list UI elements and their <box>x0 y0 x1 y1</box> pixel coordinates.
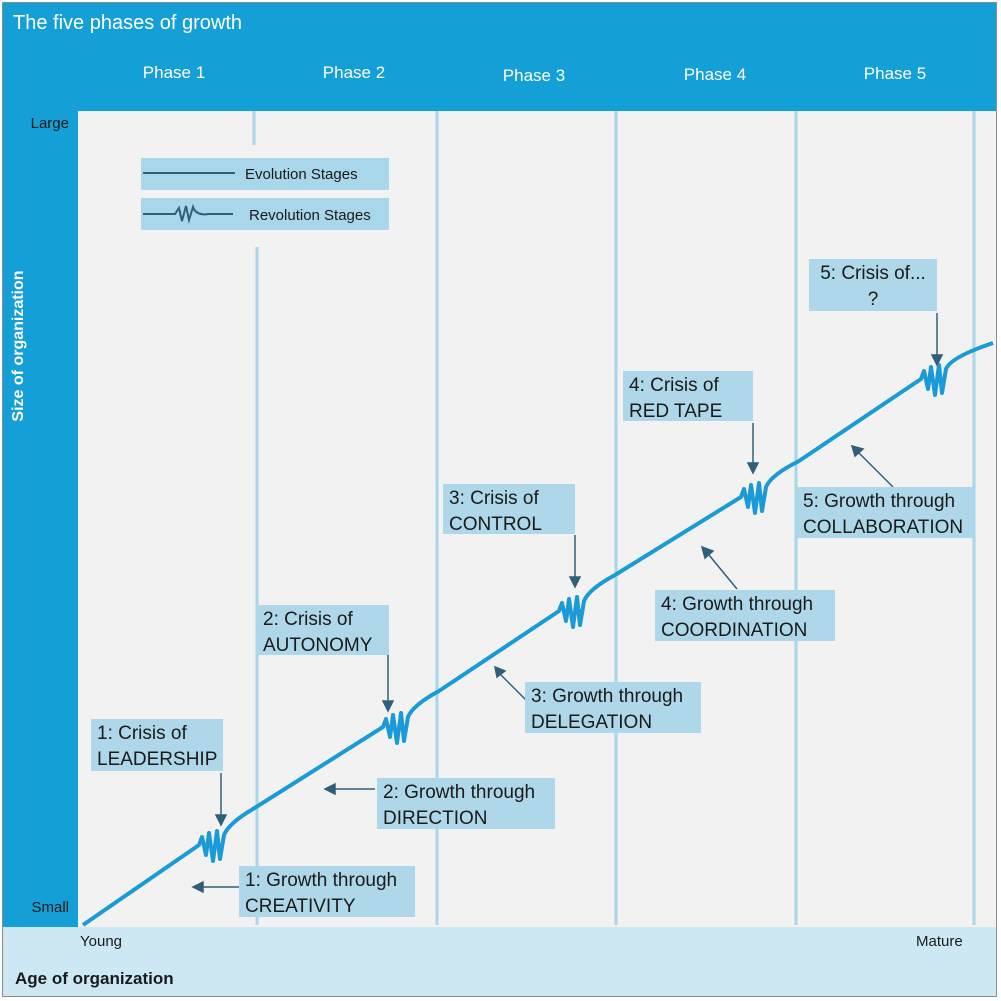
header-band: The five phases of growth Phase 1 Phase … <box>3 3 996 111</box>
growth-curve <box>81 341 994 927</box>
crisis-4-line2: RED TAPE <box>629 401 723 422</box>
legend-evolution-label: Evolution Stages <box>245 166 358 183</box>
x-tick-young: Young <box>80 933 122 950</box>
growth-2-label: 2: Growth through DIRECTION <box>377 778 555 829</box>
crisis-5-line2: ? <box>867 289 879 310</box>
phase-1-label: Phase 1 <box>142 63 206 82</box>
growth-3-arrowhead <box>493 665 507 679</box>
growth-2-line2: DIRECTION <box>383 808 488 829</box>
diagram-title: The five phases of growth <box>13 12 243 34</box>
crisis-1-line2: LEADERSHIP <box>97 749 218 770</box>
legend-revolution-line <box>143 203 233 224</box>
crisis-3-line2: CONTROL <box>449 514 542 535</box>
phase-3-label: Phase 3 <box>502 66 566 85</box>
y-tick-small: Small <box>31 899 69 916</box>
x-tick-mature: Mature <box>916 933 963 950</box>
phase-5-label: Phase 5 <box>863 64 927 83</box>
crisis-5-line1: 5: Crisis of... <box>820 263 926 284</box>
growth-3-line2: DELEGATION <box>531 712 653 733</box>
crisis-2-label: 2: Crisis of AUTONOMY <box>257 605 389 656</box>
crisis-4-arrowhead <box>746 462 760 475</box>
legend-revolution-label: Revolution Stages <box>249 207 371 224</box>
growth-4-line2: COORDINATION <box>661 620 808 641</box>
growth-4-arrow <box>708 554 738 590</box>
growth-2-line1: 2: Growth through <box>383 782 536 803</box>
growth-4-line1: 4: Growth through <box>661 594 814 615</box>
crisis-1-label: 1: Crisis of LEADERSHIP <box>91 719 223 771</box>
growth-5-label: 5: Growth through COLLABORATION <box>797 487 973 538</box>
growth-5-arrowhead <box>850 444 865 458</box>
crisis-2-line1: 2: Crisis of <box>263 609 353 630</box>
growth-2-arrowhead <box>323 782 336 796</box>
growth-5-line2: COLLABORATION <box>803 517 964 538</box>
growth-1-arrowhead <box>191 880 204 894</box>
growth-1-label: 1: Growth through CREATIVITY <box>239 866 415 917</box>
crisis-4-line1: 4: Crisis of <box>629 375 719 396</box>
legend-revolution-box <box>141 198 389 230</box>
crisis-4-label: 4: Crisis of RED TAPE <box>623 371 753 422</box>
growth-3-line1: 3: Growth through <box>531 686 684 707</box>
x-axis-band <box>3 927 996 996</box>
y-tick-large: Large <box>30 115 69 132</box>
crisis-2-arrowhead <box>381 700 395 713</box>
crisis-3-label: 3: Crisis of CONTROL <box>443 484 575 535</box>
crisis-3-line1: 3: Crisis of <box>449 488 539 509</box>
y-axis-band: Size of organization <box>3 111 78 929</box>
growth-1-line1: 1: Growth through <box>245 870 398 891</box>
crisis-5-label: 5: Crisis of... ? <box>809 259 937 311</box>
growth-3-arrow <box>500 674 528 702</box>
crisis-2-line2: AUTONOMY <box>263 635 373 656</box>
growth-5-line1: 5: Growth through <box>803 491 956 512</box>
crisis-5-arrowhead <box>930 354 944 367</box>
growth-4-arrowhead <box>700 545 715 560</box>
growth-3-label: 3: Growth through DELEGATION <box>525 682 701 733</box>
x-axis-title: Age of organization <box>15 969 174 988</box>
crisis-1-arrowhead <box>214 814 228 827</box>
growth-4-label: 4: Growth through COORDINATION <box>655 590 835 641</box>
crisis-3-arrowhead <box>568 576 582 589</box>
phase-2-label: Phase 2 <box>322 63 386 82</box>
growth-1-line2: CREATIVITY <box>245 896 356 917</box>
crisis-1-line1: 1: Crisis of <box>97 723 187 744</box>
growth-5-arrow <box>858 452 894 488</box>
phase-4-label: Phase 4 <box>683 65 747 84</box>
